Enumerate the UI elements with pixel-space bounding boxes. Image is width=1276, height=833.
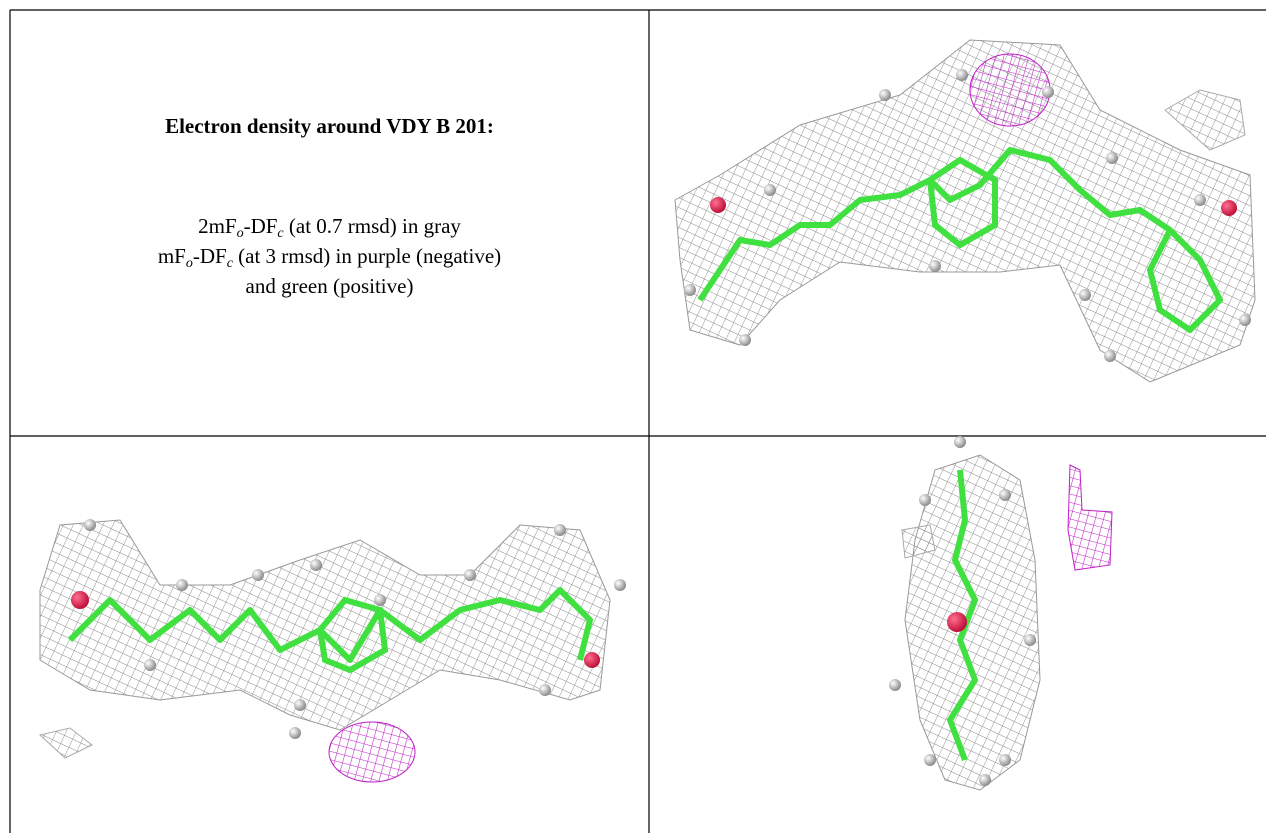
- caption-title: Electron density around VDY B 201:: [10, 114, 649, 139]
- text: 2mF: [198, 214, 237, 238]
- text: -DF: [244, 214, 278, 238]
- caption-cell: Electron density around VDY B 201: 2mFo-…: [10, 10, 649, 436]
- page: {"caption":{"title":"Electron density ar…: [0, 0, 1276, 833]
- text: -DF: [193, 244, 227, 268]
- subscript: o: [237, 226, 244, 241]
- density-view-bottom-right: [889, 436, 1112, 790]
- text: and green (positive): [246, 274, 414, 298]
- density-view-top: [675, 40, 1255, 382]
- text: (at 0.7 rmsd) in gray: [284, 214, 461, 238]
- caption-line: and green (positive): [10, 274, 649, 299]
- density-view-bottom-left: [40, 519, 626, 782]
- caption-line: mFo-DFc (at 3 rmsd) in purple (negative): [10, 244, 649, 269]
- caption-line: 2mFo-DFc (at 0.7 rmsd) in gray: [10, 214, 649, 239]
- text: mF: [158, 244, 186, 268]
- text: (at 3 rmsd) in purple (negative): [233, 244, 501, 268]
- subscript: o: [186, 256, 193, 271]
